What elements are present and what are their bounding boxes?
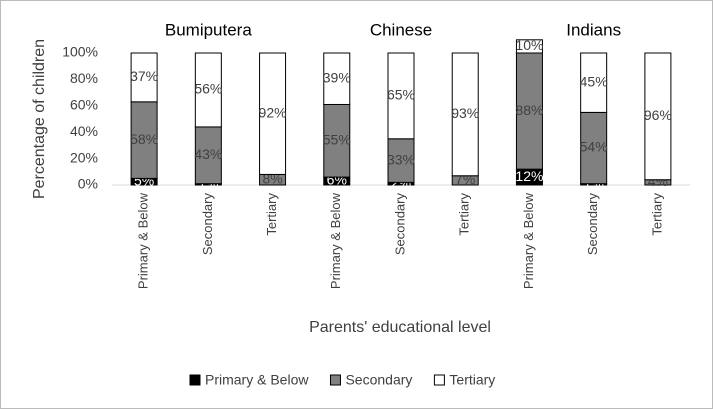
x-tick-label: Secondary	[585, 193, 600, 256]
data-label: 65%	[387, 87, 415, 103]
data-label: 92%	[259, 104, 287, 120]
data-label: 10%	[515, 37, 543, 53]
data-label: 55%	[323, 131, 351, 147]
legend-label: Secondary	[345, 372, 412, 388]
legend-label: Tertiary	[449, 372, 495, 388]
data-label: 12%	[515, 168, 543, 184]
bar-segment	[323, 52, 351, 105]
x-tick-label: Tertiary	[457, 193, 472, 236]
data-label: 96%	[644, 107, 672, 123]
x-tick-label: Secondary	[392, 193, 407, 256]
group-title: Bumiputera	[165, 20, 252, 39]
data-label: 58%	[130, 131, 158, 147]
bar-segment	[580, 111, 608, 185]
x-tick-label: Secondary	[200, 193, 215, 256]
group-title: Chinese	[370, 20, 432, 39]
bar-segment	[387, 52, 415, 140]
y-tick-label: 20%	[70, 149, 98, 165]
bar-segment	[259, 52, 287, 175]
data-label: 88%	[515, 102, 543, 118]
x-tick-label: Primary & Below	[136, 192, 151, 289]
bar-segment	[130, 52, 158, 103]
bar-segment	[194, 52, 222, 128]
bar-segment	[644, 52, 672, 181]
data-label: 45%	[580, 73, 608, 89]
y-tick-label: 60%	[70, 97, 98, 113]
y-tick-label: 100%	[62, 44, 98, 60]
bar-segment	[323, 103, 351, 178]
data-label: 54%	[580, 139, 608, 155]
legend-label: Primary & Below	[205, 372, 309, 388]
legend-swatch	[189, 374, 201, 386]
group-title: Indians	[566, 20, 621, 39]
x-tick-label: Primary & Below	[328, 192, 343, 289]
x-tick-label: Tertiary	[649, 193, 664, 236]
y-tick-label: 80%	[70, 70, 98, 86]
bar-segment	[451, 52, 479, 177]
data-label: 37%	[130, 68, 158, 84]
x-tick-label: Tertiary	[264, 193, 279, 236]
y-tick-label: 40%	[70, 123, 98, 139]
data-label: 56%	[194, 81, 222, 97]
x-tick-label: Primary & Below	[521, 192, 536, 289]
y-axis-title: Percentage of children	[31, 39, 48, 199]
legend-swatch	[433, 374, 445, 386]
bar-segment	[580, 52, 608, 113]
data-label: 39%	[323, 69, 351, 85]
x-axis-title: Parents' educational level	[309, 319, 491, 336]
bar-segment	[515, 52, 543, 170]
data-label: 33%	[387, 151, 415, 167]
data-label: 93%	[451, 105, 479, 121]
bar-segment	[515, 39, 543, 54]
legend-swatch	[329, 374, 341, 386]
y-tick-label: 0%	[78, 176, 98, 192]
data-label: 43%	[194, 146, 222, 162]
